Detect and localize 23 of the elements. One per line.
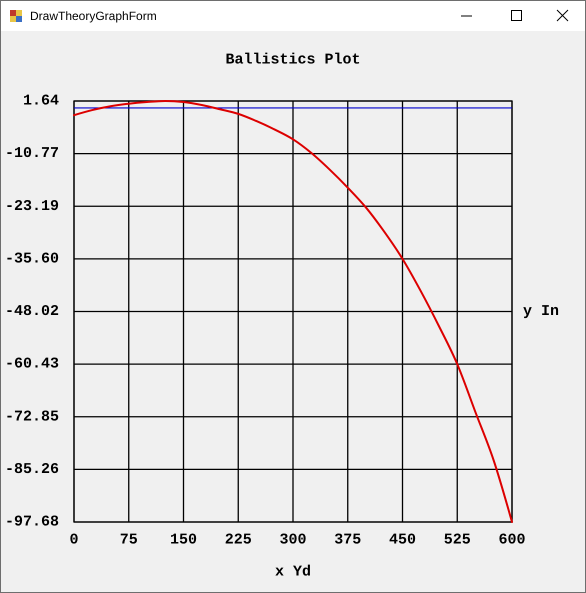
y-tick-label: -60.43 xyxy=(4,356,59,373)
text: DrawTheoryGraphForm xyxy=(30,9,157,23)
y-tick-label: -72.85 xyxy=(4,408,59,426)
y-tick-label: -10.77 xyxy=(4,145,59,162)
x-tick-label: 300 xyxy=(279,532,307,548)
x-axis-title: x Yd xyxy=(274,564,312,580)
y-tick-label: -23.19 xyxy=(4,198,59,215)
x-tick-label: 150 xyxy=(170,532,198,548)
x-tick-label: 75 xyxy=(120,532,138,548)
y-tick-label: -48.02 xyxy=(4,303,59,320)
y-axis-title: y In xyxy=(523,303,560,320)
x-tick-label: 375 xyxy=(334,532,362,548)
x-tick-label: 225 xyxy=(224,532,252,548)
y-tick-label: -85.26 xyxy=(4,460,59,478)
y-tick-label: -97.68 xyxy=(4,514,59,530)
x-tick-label: 525 xyxy=(444,532,471,548)
y-tick-label: -35.60 xyxy=(4,250,59,268)
chart-title: Ballistics Plot xyxy=(225,52,361,68)
y-tick-label: 1.64 xyxy=(22,92,59,110)
x-tick-label: 0 xyxy=(69,532,79,548)
x-tick-label: 450 xyxy=(388,532,416,548)
line-series xyxy=(73,100,513,523)
x-tick-label: 600 xyxy=(498,532,526,548)
